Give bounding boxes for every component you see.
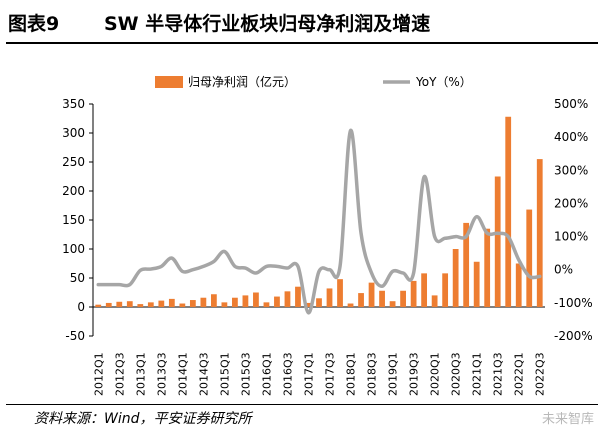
bar-2018Q2 [358,293,364,307]
bar-2019Q2 [400,290,406,307]
legend-label-line: YoY（%） [415,75,472,89]
source-rule [6,404,598,405]
source-note: 资料来源：Wind，平安证券研究所 [34,411,252,427]
bar-2014Q2 [189,300,196,307]
x-tick-label: 2020Q1 [429,352,442,396]
bar-2015Q4 [253,292,259,307]
bar-2022Q3 [536,159,543,307]
yoy-line [96,128,542,315]
bar-2020Q4 [463,222,470,307]
bar-2019Q1 [389,301,396,307]
bar-2016Q1 [263,302,270,307]
bar-2021Q4 [505,116,512,307]
legend-swatch-bar [155,76,183,88]
y-tick-label-left: -50 [65,329,85,343]
bar-2017Q2 [316,298,322,307]
y-tick-label-right: -100% [554,296,593,310]
bar-2021Q2 [484,228,491,307]
y-tick-label-right: 400% [554,130,588,144]
x-tick-label: 2017Q1 [302,352,315,396]
y-tick-label-left: 0 [77,300,85,314]
x-tick-label: 2016Q3 [281,352,294,396]
figure-title: 图表9 SW 半导体行业板块归母净利润及增速 [8,10,598,38]
title-rule [6,42,598,44]
x-tick-label: 2014Q3 [197,352,210,396]
bar-2013Q1 [137,304,144,307]
bar-2018Q3 [368,282,375,307]
bar-2013Q4 [168,298,175,307]
x-tick-label: 2020Q3 [450,352,463,396]
y-tick-label-right: 200% [554,196,588,210]
x-tick-label: 2014Q1 [176,352,189,396]
bar-2018Q4 [379,290,385,307]
x-tick-label: 2022Q1 [513,352,526,396]
x-tick-label: 2016Q1 [260,352,273,396]
y-tick-label-left: 350 [62,97,85,111]
x-tick-label: 2012Q3 [113,352,126,396]
bar-2017Q1 [305,302,312,307]
x-tick-label: 2015Q1 [218,352,231,396]
bar-2020Q1 [431,295,438,307]
y-tick-label-right: 500% [554,97,588,111]
y-tick-label-left: 150 [62,213,85,227]
x-tick-label: 2018Q1 [345,352,358,396]
bar-2012Q2 [105,302,112,307]
x-tick-label: 2021Q3 [492,352,505,396]
bar-2013Q3 [158,300,165,307]
bar-2019Q3 [410,280,417,307]
bar-2020Q3 [452,249,459,307]
bar-2016Q4 [295,286,301,307]
x-tick-label: 2015Q3 [239,352,252,396]
bar-2016Q2 [274,296,280,307]
y-tick-label-right: -200% [554,329,593,343]
bar-2016Q3 [284,291,291,307]
y-tick-label-left: 300 [62,126,85,140]
bar-2018Q1 [347,303,354,307]
bar-2020Q2 [442,273,449,307]
y-tick-label-right: 300% [554,163,588,177]
x-tick-label: 2013Q3 [155,352,168,396]
bar-2019Q4 [421,273,428,307]
x-tick-label: 2013Q1 [134,352,147,396]
bar-2017Q3 [326,288,333,307]
y-tick-label-left: 250 [62,155,85,169]
bar-2013Q2 [147,302,154,307]
bar-2012Q3 [116,301,123,307]
bar-2014Q4 [210,294,217,307]
x-tick-label: 2012Q1 [92,352,105,396]
watermark: 未来智库 [541,412,594,427]
bar-2021Q1 [473,261,480,307]
x-tick-label: 2022Q3 [534,352,547,396]
figure-number: 图表9 [8,13,60,35]
y-tick-label-right: 0% [554,263,573,277]
x-tick-label: 2018Q3 [366,352,379,396]
bar-2022Q2 [526,209,533,307]
legend-label-bar: 归母净利润（亿元） [188,74,296,89]
x-tick-label: 2021Q1 [471,352,484,396]
bar-2015Q3 [242,295,249,307]
bar-2015Q2 [232,297,238,307]
figure-title-text: SW 半导体行业板块归母净利润及增速 [104,13,431,35]
bar-2022Q1 [515,263,522,307]
bar-2014Q3 [200,297,207,307]
bar-2021Q3 [494,176,501,307]
bar-2012Q1 [95,304,102,307]
y-tick-label-left: 100 [62,242,85,256]
bar-2014Q1 [179,303,186,307]
x-tick-label: 2019Q3 [408,352,421,396]
bar-2015Q1 [221,302,228,307]
y-tick-label-right: 100% [554,230,588,244]
y-tick-label-left: 50 [70,271,85,285]
bar-2017Q4 [337,279,343,307]
x-tick-label: 2019Q1 [387,352,400,396]
x-tick-label: 2017Q3 [324,352,337,396]
y-tick-label-left: 200 [62,184,85,198]
bar-2012Q4 [126,301,133,307]
